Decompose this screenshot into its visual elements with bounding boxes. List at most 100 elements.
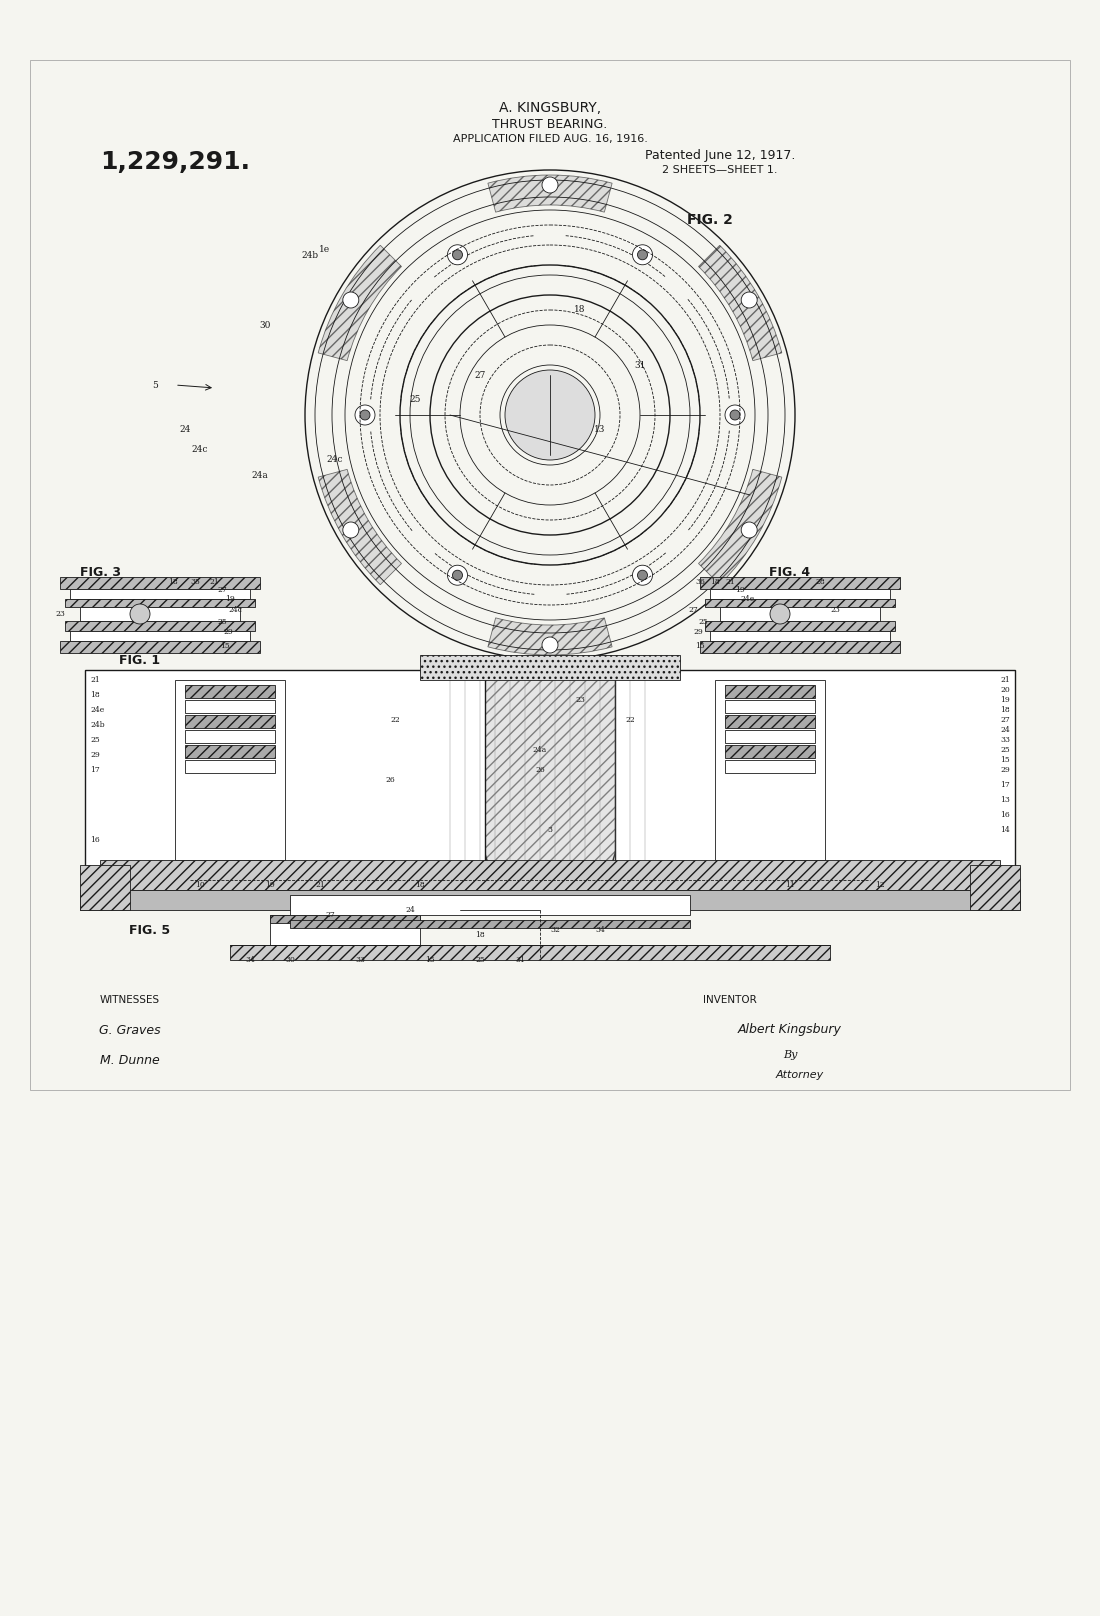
Circle shape xyxy=(505,370,595,461)
Text: 24c: 24c xyxy=(327,456,343,464)
Text: 29: 29 xyxy=(90,751,100,760)
Bar xyxy=(185,685,275,698)
Text: Attorney: Attorney xyxy=(776,1070,824,1079)
Bar xyxy=(720,608,880,621)
Text: 32: 32 xyxy=(550,926,560,934)
Text: FIG. 3: FIG. 3 xyxy=(79,566,121,579)
Text: 15: 15 xyxy=(1000,756,1010,764)
Text: 31: 31 xyxy=(635,360,646,370)
Text: 33: 33 xyxy=(1000,735,1010,743)
Bar xyxy=(710,588,890,600)
Text: 26: 26 xyxy=(385,776,395,784)
Text: 25: 25 xyxy=(90,735,100,743)
Text: 25: 25 xyxy=(217,617,227,625)
Text: 36: 36 xyxy=(695,579,705,587)
Text: 23: 23 xyxy=(55,609,65,617)
Text: 18: 18 xyxy=(475,931,485,939)
Text: 25: 25 xyxy=(475,957,485,965)
Text: FIG. 2: FIG. 2 xyxy=(688,213,733,226)
Text: By: By xyxy=(783,1050,798,1060)
Bar xyxy=(700,642,900,653)
Bar xyxy=(700,577,900,588)
Text: 24: 24 xyxy=(405,907,415,915)
Bar xyxy=(290,895,690,915)
Text: Patented June 12, 1917.: Patented June 12, 1917. xyxy=(645,149,795,162)
Bar xyxy=(725,685,815,698)
Text: 23: 23 xyxy=(830,606,840,614)
Text: 18: 18 xyxy=(711,579,719,587)
Text: 25: 25 xyxy=(1000,747,1010,755)
Circle shape xyxy=(632,244,652,265)
Bar xyxy=(185,730,275,743)
Text: 24e: 24e xyxy=(90,706,104,714)
Text: 3: 3 xyxy=(548,826,552,834)
Circle shape xyxy=(448,566,468,585)
Bar xyxy=(185,745,275,758)
Wedge shape xyxy=(318,469,402,585)
Text: 24a: 24a xyxy=(252,470,268,480)
Circle shape xyxy=(638,570,648,580)
Text: 21: 21 xyxy=(1000,675,1010,684)
Bar xyxy=(65,621,255,630)
Circle shape xyxy=(355,406,375,425)
Text: 18: 18 xyxy=(168,579,178,587)
Bar xyxy=(725,745,815,758)
Text: 17: 17 xyxy=(1000,781,1010,789)
Polygon shape xyxy=(925,671,1015,869)
Text: 18: 18 xyxy=(1000,706,1010,714)
Bar xyxy=(80,865,130,910)
Wedge shape xyxy=(488,175,612,212)
Text: 31: 31 xyxy=(515,957,525,965)
Bar xyxy=(705,600,895,608)
Text: 12: 12 xyxy=(876,881,884,889)
Text: 21: 21 xyxy=(209,579,219,587)
Text: 22: 22 xyxy=(625,716,635,724)
Text: 33: 33 xyxy=(355,957,365,965)
Bar xyxy=(85,671,485,869)
Bar xyxy=(30,60,1070,1091)
Text: 29: 29 xyxy=(223,629,233,637)
Text: 24c: 24c xyxy=(191,446,208,454)
Text: 18: 18 xyxy=(415,881,425,889)
Text: INVENTOR: INVENTOR xyxy=(703,995,757,1005)
Text: M. Dunne: M. Dunne xyxy=(100,1054,160,1067)
Text: 34: 34 xyxy=(245,957,255,965)
Text: 24b: 24b xyxy=(90,721,104,729)
Bar xyxy=(725,730,815,743)
Bar xyxy=(100,860,1000,890)
Polygon shape xyxy=(430,659,670,869)
Text: 13: 13 xyxy=(1000,797,1010,805)
Text: 24e: 24e xyxy=(741,595,755,603)
Circle shape xyxy=(730,410,740,420)
Text: 27: 27 xyxy=(474,370,486,380)
Text: 19: 19 xyxy=(1000,696,1010,705)
Text: 2 SHEETS—SHEET 1.: 2 SHEETS—SHEET 1. xyxy=(662,165,778,175)
Text: 27: 27 xyxy=(1000,716,1010,724)
Circle shape xyxy=(770,604,790,624)
Text: APPLICATION FILED AUG. 16, 1916.: APPLICATION FILED AUG. 16, 1916. xyxy=(452,134,648,144)
Bar xyxy=(270,915,420,923)
Bar xyxy=(230,945,830,960)
Text: G. Graves: G. Graves xyxy=(99,1023,161,1036)
Text: 21: 21 xyxy=(90,675,100,684)
Text: FIG. 1: FIG. 1 xyxy=(120,653,161,666)
Text: 25: 25 xyxy=(409,396,420,404)
Text: 16: 16 xyxy=(1000,811,1010,819)
Circle shape xyxy=(448,244,468,265)
Text: 5: 5 xyxy=(152,380,158,389)
Bar xyxy=(60,577,260,588)
Text: 21: 21 xyxy=(725,579,735,587)
Bar xyxy=(725,700,815,713)
Text: 34: 34 xyxy=(595,926,605,934)
Text: 29: 29 xyxy=(693,629,703,637)
Bar xyxy=(80,608,240,621)
Circle shape xyxy=(638,250,648,260)
Circle shape xyxy=(452,570,462,580)
Text: 15: 15 xyxy=(220,642,230,650)
Bar xyxy=(185,700,275,713)
Text: FIG. 5: FIG. 5 xyxy=(130,923,170,937)
Text: 21: 21 xyxy=(315,881,324,889)
Bar xyxy=(65,600,255,608)
Wedge shape xyxy=(698,469,782,585)
Text: 18: 18 xyxy=(90,692,100,700)
